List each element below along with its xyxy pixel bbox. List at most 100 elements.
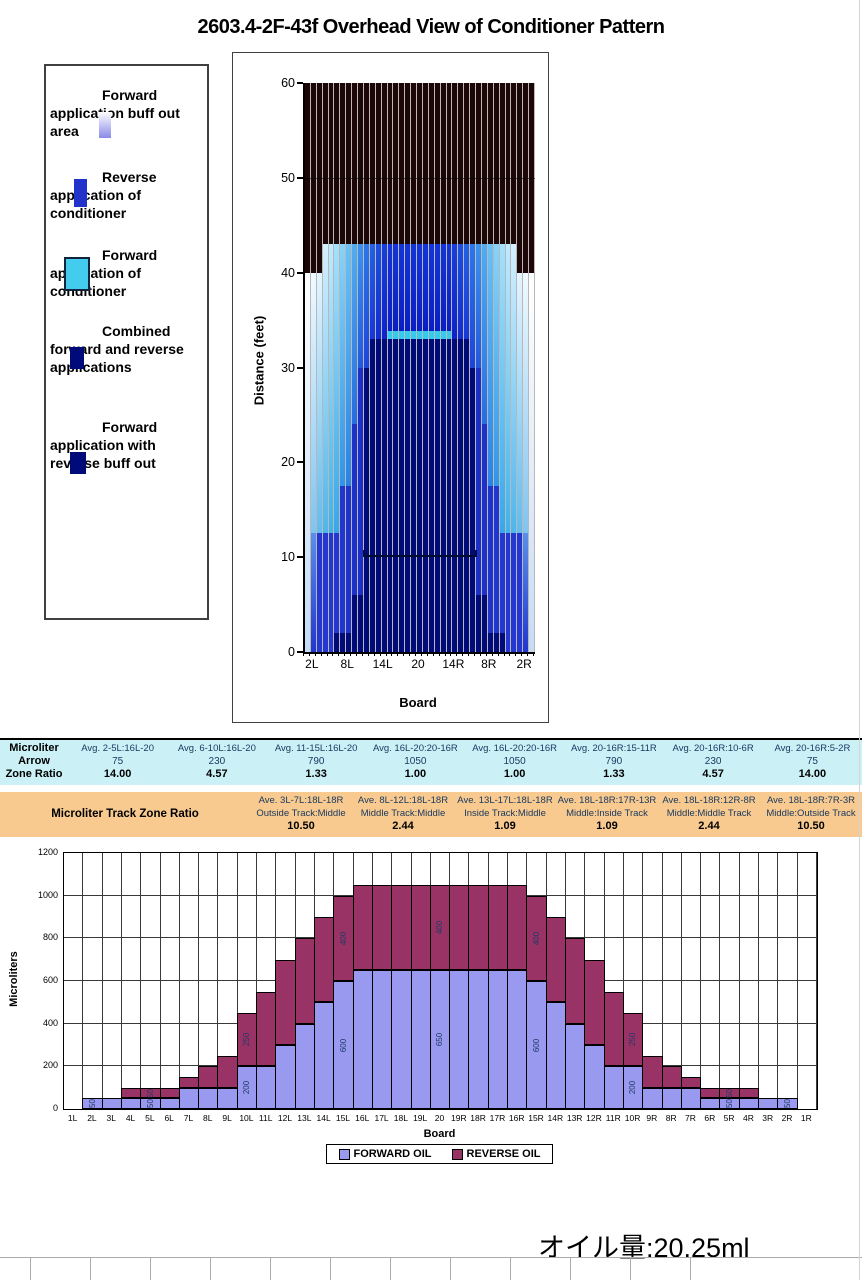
oil-column bbox=[422, 83, 429, 652]
oil-segment bbox=[358, 367, 363, 596]
zone-ratio: 1.33 bbox=[603, 768, 625, 780]
x-tick-mark bbox=[515, 652, 517, 656]
bar-column bbox=[700, 853, 721, 1109]
bar-column bbox=[294, 853, 315, 1109]
x-tick-label: 20 bbox=[411, 657, 425, 671]
forward-oil-bar bbox=[738, 1098, 760, 1109]
ten-foot-line-endcap bbox=[362, 550, 365, 558]
oil-column bbox=[381, 83, 388, 652]
forward-oil-bar: 50 bbox=[719, 1098, 740, 1109]
bar-column bbox=[642, 853, 663, 1109]
zone-ratio: 4.57 bbox=[702, 768, 724, 780]
oil-segment bbox=[352, 244, 358, 425]
oil-segment bbox=[322, 83, 328, 245]
oil-segment bbox=[452, 339, 458, 652]
forward-oil-bar bbox=[565, 1023, 586, 1109]
oil-segment bbox=[387, 330, 393, 340]
bar-x-label: 12L bbox=[277, 1113, 293, 1123]
bar-value-label: 50 bbox=[725, 1088, 735, 1098]
oil-column bbox=[481, 83, 488, 652]
oil-segment bbox=[452, 244, 458, 340]
oil-segment bbox=[346, 244, 352, 487]
oil-column bbox=[369, 83, 376, 652]
oil-segment bbox=[446, 244, 452, 331]
bar-column: 50 50 bbox=[719, 853, 740, 1109]
bar-x-label: 1L bbox=[67, 1113, 78, 1123]
fifty-foot-gridline bbox=[305, 177, 535, 179]
zone-ratio: 14.00 bbox=[798, 768, 827, 780]
y-tick-mark bbox=[297, 271, 303, 274]
oil-segment bbox=[422, 83, 428, 245]
oil-column bbox=[328, 83, 335, 652]
x-tick-mark bbox=[385, 652, 387, 656]
bar-value-label: 50 bbox=[145, 1088, 155, 1098]
oil-segment bbox=[422, 339, 428, 652]
bar-column bbox=[449, 853, 470, 1109]
oil-segment bbox=[470, 244, 476, 368]
oil-segment bbox=[346, 633, 352, 652]
forward-oil-bar bbox=[758, 1098, 779, 1109]
y-tick-mark bbox=[297, 556, 303, 559]
bar-x-label: 7L bbox=[183, 1113, 194, 1123]
oil-segment bbox=[310, 272, 316, 534]
bar-x-label: 2R bbox=[781, 1113, 793, 1123]
oil-segment bbox=[499, 633, 505, 652]
bar-column bbox=[758, 853, 779, 1109]
y-tick-mark bbox=[297, 651, 303, 653]
x-tick-mark bbox=[373, 652, 375, 656]
zone-ratio: 14.00 bbox=[103, 768, 132, 780]
oil-segment bbox=[446, 339, 452, 652]
x-tick-mark bbox=[367, 652, 369, 656]
bar-x-label: 6R bbox=[704, 1113, 716, 1123]
zone-name: Middle:Inside Track bbox=[566, 808, 648, 819]
oil-segment bbox=[446, 83, 452, 245]
board-axis-label: Board bbox=[399, 695, 437, 710]
zone-header: Avg. 20-16R:5-2R bbox=[774, 743, 851, 754]
bar-column bbox=[275, 853, 296, 1109]
table-column: Ave. 13L-17L:18L-18R Inside Track:Middle 1… bbox=[454, 794, 556, 833]
bar-x-label: 4R bbox=[742, 1113, 754, 1123]
oil-segment bbox=[346, 486, 352, 634]
x-tick-mark bbox=[485, 652, 487, 656]
oil-segment bbox=[476, 83, 481, 245]
zone-header: Ave. 8L-12L:18L-18R bbox=[357, 795, 449, 806]
bottom-cell-grid bbox=[0, 1257, 862, 1280]
zone-ratio: 2.44 bbox=[698, 820, 720, 832]
oil-segment bbox=[464, 339, 470, 652]
x-tick-mark bbox=[314, 652, 316, 656]
oil-column bbox=[387, 83, 394, 652]
x-tick-mark bbox=[456, 652, 458, 656]
bar-x-label: 14R bbox=[547, 1113, 564, 1123]
forward-oil-bar bbox=[584, 1045, 605, 1109]
oil-segment bbox=[393, 83, 399, 245]
oil-column bbox=[464, 83, 471, 652]
oil-segment bbox=[405, 83, 411, 245]
bar-x-label: 11R bbox=[605, 1113, 621, 1123]
oil-segment bbox=[529, 272, 534, 652]
oil-column bbox=[446, 83, 453, 652]
oil-segment bbox=[481, 595, 487, 652]
forward-oil-bar: 50 bbox=[82, 1098, 103, 1109]
table-column: Avg. 20-16R:15-11R 790 1.33 bbox=[564, 742, 663, 781]
forward-oil-bar bbox=[487, 970, 509, 1109]
oil-segment bbox=[417, 339, 422, 652]
oil-column bbox=[440, 83, 447, 652]
legend-swatch-reverse-blue bbox=[74, 179, 87, 207]
legend-swatch-forward-reverse-buff-navy bbox=[70, 452, 86, 474]
overhead-chart: Distance (feet) Board 0 10 20 30 40 50 60 2L 8L 1… bbox=[232, 52, 549, 723]
forward-oil-bar bbox=[661, 1087, 682, 1109]
reverse-oil-bar bbox=[294, 938, 315, 1024]
forward-oil-bar bbox=[391, 970, 412, 1109]
oil-segment bbox=[481, 83, 487, 245]
zone-name: Inside Track:Middle bbox=[464, 808, 546, 819]
bar-chart-plot: 50 50 50 200 250 600 400 650 400 600 400 200 250 50 50… bbox=[63, 852, 818, 1110]
bar-column bbox=[507, 853, 528, 1109]
forward-oil-bar: 50 bbox=[777, 1098, 798, 1109]
bar-x-label: 16L bbox=[355, 1113, 370, 1123]
oil-segment bbox=[305, 272, 310, 652]
bar-x-label: 18L bbox=[393, 1113, 408, 1123]
oil-segment bbox=[446, 330, 452, 340]
x-tick-mark bbox=[361, 652, 363, 656]
oil-column bbox=[322, 83, 329, 652]
